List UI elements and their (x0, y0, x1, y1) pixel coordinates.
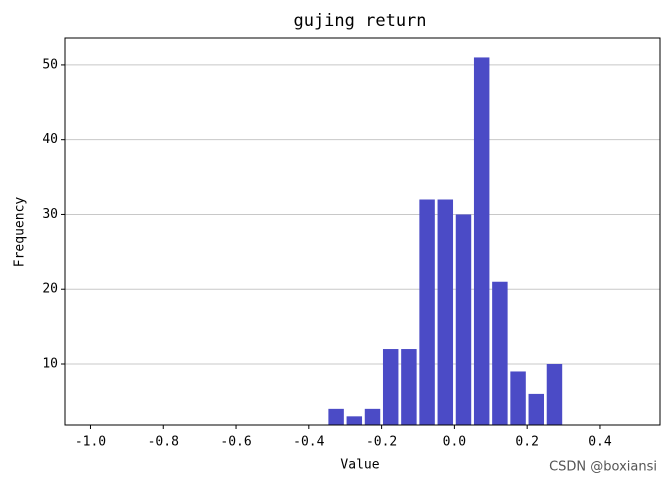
bar (546, 363, 563, 425)
bar (382, 349, 399, 425)
y-tick-label: 40 (42, 132, 58, 147)
x-tick-label: -1.0 (75, 435, 106, 450)
y-tick-label: 30 (42, 207, 58, 222)
bar (346, 416, 363, 425)
bar (328, 408, 344, 425)
bar (364, 408, 381, 425)
y-tick-label: 20 (42, 282, 58, 297)
x-tick-label: -0.6 (220, 435, 251, 450)
bar (510, 371, 526, 425)
bar (528, 393, 545, 425)
y-axis-label: Frequency (13, 197, 28, 268)
bar (437, 199, 454, 425)
plot-frame (64, 37, 661, 426)
watermark: CSDN @boxiansi (549, 460, 657, 475)
x-tick-label: -0.2 (366, 435, 397, 450)
bar (492, 281, 508, 425)
y-tick-label: 50 (42, 57, 58, 72)
chart-title: gujing return (293, 11, 426, 31)
bar (419, 199, 435, 425)
x-tick-label: 0.4 (588, 435, 612, 450)
bar (473, 57, 490, 425)
x-tick-label: 0.2 (515, 435, 538, 450)
bar (401, 349, 417, 425)
x-tick-label: -0.8 (148, 435, 179, 450)
x-axis-label: Value (340, 458, 379, 473)
x-tick-label: -0.4 (293, 435, 324, 450)
x-tick-label: 0.0 (443, 435, 466, 450)
bar (455, 214, 472, 425)
y-tick-label: 10 (42, 356, 58, 371)
